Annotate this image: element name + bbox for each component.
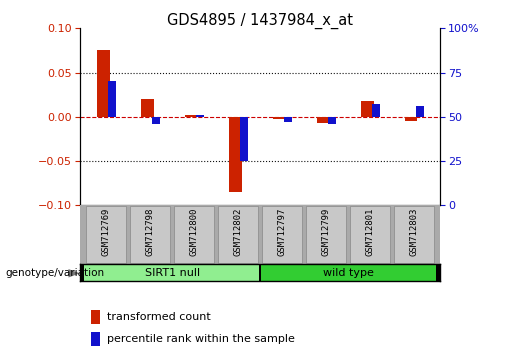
FancyBboxPatch shape xyxy=(174,206,214,263)
Bar xyxy=(240,117,248,161)
FancyBboxPatch shape xyxy=(84,265,259,280)
Text: GSM712803: GSM712803 xyxy=(409,208,419,256)
Bar xyxy=(273,117,286,120)
Text: GDS4895 / 1437984_x_at: GDS4895 / 1437984_x_at xyxy=(167,12,353,29)
Bar xyxy=(196,115,204,117)
Text: transformed count: transformed count xyxy=(107,312,211,322)
Bar xyxy=(91,310,100,324)
Text: wild type: wild type xyxy=(322,268,373,278)
Text: GSM712802: GSM712802 xyxy=(234,208,243,256)
Text: genotype/variation: genotype/variation xyxy=(5,268,104,278)
Bar xyxy=(185,115,198,117)
Bar xyxy=(229,117,242,192)
Bar xyxy=(372,104,380,117)
Bar xyxy=(317,117,330,123)
FancyBboxPatch shape xyxy=(218,206,259,263)
Text: percentile rank within the sample: percentile rank within the sample xyxy=(107,334,295,344)
Text: GSM712798: GSM712798 xyxy=(146,208,154,256)
FancyBboxPatch shape xyxy=(130,206,170,263)
Text: GSM712797: GSM712797 xyxy=(278,208,286,256)
Text: GSM712801: GSM712801 xyxy=(366,208,374,256)
Bar xyxy=(91,332,100,346)
FancyBboxPatch shape xyxy=(394,206,434,263)
Bar xyxy=(284,117,291,122)
Bar xyxy=(361,101,373,117)
FancyBboxPatch shape xyxy=(262,206,302,263)
Bar xyxy=(328,117,336,124)
Bar xyxy=(97,51,110,117)
Text: SIRT1 null: SIRT1 null xyxy=(145,268,200,278)
Bar xyxy=(405,117,418,121)
FancyBboxPatch shape xyxy=(261,265,436,280)
Bar xyxy=(142,99,153,117)
Text: GSM712799: GSM712799 xyxy=(321,208,331,256)
FancyBboxPatch shape xyxy=(350,206,390,263)
Bar xyxy=(152,117,160,124)
Text: GSM712769: GSM712769 xyxy=(101,208,111,256)
FancyBboxPatch shape xyxy=(86,206,126,263)
Text: GSM712800: GSM712800 xyxy=(190,208,199,256)
Polygon shape xyxy=(68,269,80,278)
Bar xyxy=(108,81,116,117)
Bar xyxy=(416,106,424,117)
FancyBboxPatch shape xyxy=(306,206,346,263)
